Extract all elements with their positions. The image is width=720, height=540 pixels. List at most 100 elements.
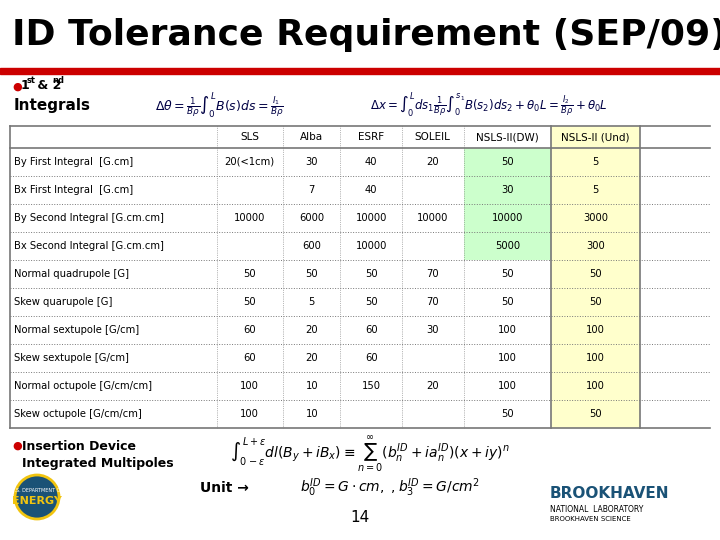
Bar <box>464 176 551 204</box>
Text: 14: 14 <box>351 510 369 525</box>
Text: ●: ● <box>12 441 22 451</box>
Bar <box>464 400 551 428</box>
Text: 10000: 10000 <box>417 213 449 223</box>
Bar <box>551 400 640 428</box>
Text: $b_0^{ID} = G \cdot cm,\,\,, b_3^{ID} = G/cm^2$: $b_0^{ID} = G \cdot cm,\,\,, b_3^{ID} = … <box>300 477 480 500</box>
Bar <box>217 176 283 204</box>
Text: 60: 60 <box>243 353 256 363</box>
Text: By First Integral  [G.cm]: By First Integral [G.cm] <box>14 157 133 167</box>
Bar <box>551 148 640 176</box>
Text: Skew sextupole [G/cm]: Skew sextupole [G/cm] <box>14 353 129 363</box>
Bar <box>217 344 283 372</box>
Text: Bx First Integral  [G.cm]: Bx First Integral [G.cm] <box>14 185 133 195</box>
Text: Integrated Multipoles: Integrated Multipoles <box>22 457 174 470</box>
Bar <box>283 372 341 400</box>
Bar <box>551 176 640 204</box>
Bar <box>464 126 551 148</box>
Text: By Second Integral [G.cm.cm]: By Second Integral [G.cm.cm] <box>14 213 164 223</box>
Bar <box>0 68 720 74</box>
Text: nd: nd <box>52 76 64 85</box>
Text: 10: 10 <box>305 381 318 391</box>
Bar <box>402 148 464 176</box>
Text: SLS: SLS <box>240 132 259 142</box>
Text: 7: 7 <box>308 185 315 195</box>
Text: ID Tolerance Requirement (SEP/09): ID Tolerance Requirement (SEP/09) <box>12 18 720 52</box>
Bar <box>283 126 341 148</box>
Text: 100: 100 <box>498 325 517 335</box>
Text: 60: 60 <box>243 325 256 335</box>
Text: 5: 5 <box>593 157 599 167</box>
Bar <box>217 288 283 316</box>
Text: 10000: 10000 <box>234 213 266 223</box>
Bar <box>551 232 640 260</box>
Bar <box>341 232 402 260</box>
Bar <box>217 126 283 148</box>
Text: 100: 100 <box>498 353 517 363</box>
Bar <box>341 126 402 148</box>
Bar <box>402 400 464 428</box>
Text: 10000: 10000 <box>356 213 387 223</box>
Text: 5: 5 <box>593 185 599 195</box>
Bar <box>10 126 217 148</box>
Text: 5000: 5000 <box>495 241 520 251</box>
Bar <box>551 288 640 316</box>
Bar <box>283 148 341 176</box>
Text: 10000: 10000 <box>492 213 523 223</box>
Text: 100: 100 <box>498 381 517 391</box>
Text: 60: 60 <box>365 325 377 335</box>
Text: U.S. DEPARTMENT OF: U.S. DEPARTMENT OF <box>11 489 63 494</box>
Bar <box>283 288 341 316</box>
Text: 50: 50 <box>365 297 377 307</box>
Text: 20: 20 <box>305 325 318 335</box>
Text: 50: 50 <box>589 297 602 307</box>
Text: Bx Second Integral [G.cm.cm]: Bx Second Integral [G.cm.cm] <box>14 241 164 251</box>
Text: $\Delta\theta = \frac{1}{B\rho}\int_{0}^{L} B(s)ds = \frac{I_1}{B\rho}$: $\Delta\theta = \frac{1}{B\rho}\int_{0}^… <box>155 90 284 120</box>
Text: Integrals: Integrals <box>14 98 91 113</box>
Bar <box>10 288 217 316</box>
Text: 100: 100 <box>240 381 259 391</box>
Text: BROOKHAVEN: BROOKHAVEN <box>550 485 670 501</box>
Bar <box>10 400 217 428</box>
Bar <box>402 288 464 316</box>
Text: Normal sextupole [G/cm]: Normal sextupole [G/cm] <box>14 325 139 335</box>
Text: 70: 70 <box>426 297 439 307</box>
Bar <box>283 232 341 260</box>
Text: 40: 40 <box>365 157 377 167</box>
Bar <box>217 260 283 288</box>
Text: 50: 50 <box>501 409 513 419</box>
Bar <box>341 288 402 316</box>
Text: BROOKHAVEN SCIENCE: BROOKHAVEN SCIENCE <box>550 516 631 522</box>
Bar <box>341 176 402 204</box>
Text: 20: 20 <box>426 157 439 167</box>
Text: NSLS-II(DW): NSLS-II(DW) <box>476 132 539 142</box>
Bar <box>464 232 551 260</box>
Bar <box>10 344 217 372</box>
Bar <box>551 126 640 148</box>
Bar <box>217 232 283 260</box>
Bar <box>464 260 551 288</box>
Bar <box>10 148 217 176</box>
Text: Insertion Device: Insertion Device <box>22 440 136 453</box>
Bar <box>283 344 341 372</box>
Bar <box>551 344 640 372</box>
Text: 20: 20 <box>426 381 439 391</box>
Text: 20(<1cm): 20(<1cm) <box>225 157 275 167</box>
Bar <box>217 372 283 400</box>
Bar <box>283 400 341 428</box>
Bar <box>341 148 402 176</box>
Bar <box>464 204 551 232</box>
Bar <box>464 372 551 400</box>
Bar <box>464 148 551 176</box>
Text: $\Delta x = \int_0^L ds_1\frac{1}{B\rho}\int_0^{s_1} B(s_2)ds_2 + \theta_0 L = \: $\Delta x = \int_0^L ds_1\frac{1}{B\rho}… <box>370 90 608 119</box>
Bar <box>341 400 402 428</box>
Text: ESRF: ESRF <box>358 132 384 142</box>
Text: 6000: 6000 <box>299 213 324 223</box>
Bar <box>217 148 283 176</box>
Text: NATIONAL  LABORATORY: NATIONAL LABORATORY <box>550 504 644 514</box>
Text: st: st <box>27 76 36 85</box>
Text: 150: 150 <box>361 381 381 391</box>
Bar <box>464 288 551 316</box>
Bar <box>402 372 464 400</box>
Bar <box>283 260 341 288</box>
Text: SOLEIL: SOLEIL <box>415 132 451 142</box>
